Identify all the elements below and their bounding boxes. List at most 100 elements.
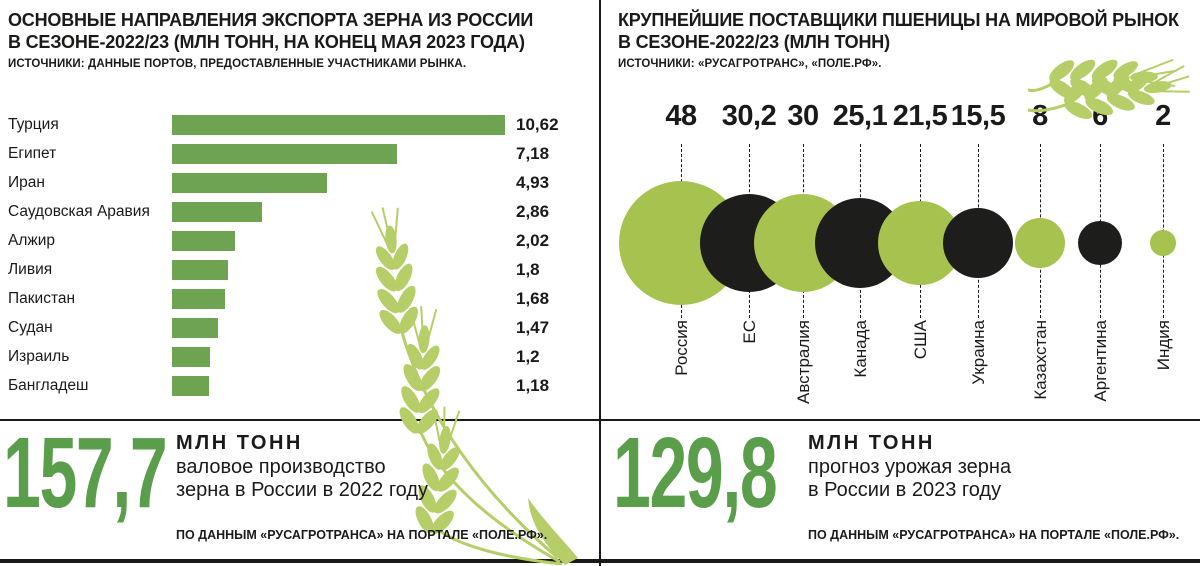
bar-value-label: 1,8 [516, 259, 540, 279]
exports-title-line2: В СЕЗОНЕ-2022/23 (МЛН ТОНН, НА КОНЕЦ МАЯ… [8, 32, 525, 52]
bubble [942, 207, 1014, 279]
suppliers-source-note: ИСТОЧНИКИ: «РУСАГРОТРАНС», «ПОЛЕ.РФ». [618, 58, 882, 70]
exports-title: ОСНОВНЫЕ НАПРАВЛЕНИЯ ЭКСПОРТА ЗЕРНА ИЗ Р… [8, 9, 533, 53]
bar-track [172, 259, 505, 280]
bar-category-label: Египет [8, 144, 57, 162]
bar-value-label: 1,18 [516, 375, 550, 395]
suppliers-footer: 129,8 МЛН ТОНН прогноз урожая зерна в Ро… [601, 417, 1200, 566]
bar-value-label: 2,02 [516, 230, 550, 250]
bubble-country-label: Казахстан [1031, 320, 1050, 400]
bar-row: Израиль 1,2 [8, 342, 592, 371]
bar-category-label: Саудовская Аравия [8, 202, 150, 220]
bar-category-label: Пакистан [8, 289, 76, 307]
bar-row: Ливия 1,8 [8, 255, 592, 284]
suppliers-bubble-chart: 48 Россия 30,2 ЕС 30 Австралия 25,1 Канада 21,5 С… [601, 100, 1200, 420]
bar-category-label: Ливия [8, 260, 53, 278]
bubble-value-label: 30 [787, 100, 819, 132]
bottom-border [0, 559, 1200, 563]
production-description-line2: зерна в России в 2022 году [176, 479, 429, 501]
bar-value-label: 1,68 [516, 288, 550, 308]
forecast-description: прогноз урожая зерна в России в 2023 год… [808, 456, 1011, 502]
production-source-note: ПО ДАННЫМ «РУСАГРОТРАНСА» НА ПОРТАЛЕ «ПО… [176, 528, 548, 542]
bubble-country-label: ЕС [740, 320, 759, 344]
bar [172, 259, 229, 280]
bar-category-label: Судан [8, 318, 53, 336]
forecast-unit-label: МЛН ТОНН [808, 432, 935, 454]
bar-value-label: 1,2 [516, 346, 540, 366]
vertical-divider [599, 0, 601, 566]
bar-category-label: Израиль [8, 347, 70, 365]
bar-track [172, 201, 505, 222]
bar [172, 143, 398, 164]
bubble-country-label: Аргентина [1091, 320, 1110, 402]
production-description-line1: валовое производство [176, 456, 386, 478]
bubble [1014, 217, 1066, 269]
exports-title-line1: ОСНОВНЫЕ НАПРАВЛЕНИЯ ЭКСПОРТА ЗЕРНА ИЗ Р… [8, 10, 534, 30]
production-unit-label: МЛН ТОНН [176, 432, 303, 454]
bar-row: Саудовская Аравия 2,86 [8, 197, 592, 226]
suppliers-header: КРУПНЕЙШИЕ ПОСТАВЩИКИ ПШЕНИЦЫ НА МИРОВОЙ… [618, 9, 1179, 70]
forecast-source-note: ПО ДАННЫМ «РУСАГРОТРАНСА» НА ПОРТАЛЕ «ПО… [808, 528, 1180, 542]
bar-row: Алжир 2,02 [8, 226, 592, 255]
bar-row: Иран 4,93 [8, 168, 592, 197]
suppliers-title: КРУПНЕЙШИЕ ПОСТАВЩИКИ ПШЕНИЦЫ НА МИРОВОЙ… [618, 9, 1179, 53]
bar-row: Египет 7,18 [8, 139, 592, 168]
bubble-value-label: 15,5 [950, 100, 1006, 132]
exports-source-note: ИСТОЧНИКИ: ДАННЫЕ ПОРТОВ, ПРЕДОСТАВЛЕННЫ… [8, 58, 467, 70]
horizontal-divider [0, 419, 1200, 421]
bar-track [172, 288, 505, 309]
bar-row: Судан 1,47 [8, 313, 592, 342]
bar-track [172, 346, 505, 367]
bar-track [172, 143, 505, 164]
bubble [1077, 220, 1123, 266]
bar-value-label: 1,47 [516, 317, 550, 337]
bar [172, 346, 210, 367]
suppliers-title-line1: КРУПНЕЙШИЕ ПОСТАВЩИКИ ПШЕНИЦЫ НА МИРОВОЙ… [618, 10, 1179, 30]
bar [172, 375, 209, 396]
bar-category-label: Иран [8, 173, 45, 191]
bar [172, 172, 327, 193]
exports-header: ОСНОВНЫЕ НАПРАВЛЕНИЯ ЭКСПОРТА ЗЕРНА ИЗ Р… [8, 9, 533, 70]
bar-row: Бангладеш 1,18 [8, 371, 592, 400]
bar-category-label: Алжир [8, 231, 56, 249]
bar-track [172, 230, 505, 251]
exports-footer: 157,7 МЛН ТОНН валовое производство зерн… [0, 417, 600, 566]
bar-track [172, 375, 505, 396]
bar-value-label: 4,93 [516, 172, 550, 192]
bar-row: Турция 10,62 [8, 110, 592, 139]
bar [172, 288, 225, 309]
bubble-country-label: Австралия [794, 320, 813, 404]
exports-panel: ОСНОВНЫЕ НАПРАВЛЕНИЯ ЭКСПОРТА ЗЕРНА ИЗ Р… [0, 9, 600, 566]
export-bar-chart: Турция 10,62 Египет 7,18 Иран 4,93 Саудовская … [8, 110, 592, 400]
bar [172, 317, 219, 338]
bar-track [172, 317, 505, 338]
bubble [1150, 230, 1176, 256]
bar [172, 230, 236, 251]
bubble-country-label: Канада [851, 320, 870, 378]
bar-category-label: Турция [8, 115, 59, 133]
forecast-description-line2: в России в 2023 году [808, 479, 1002, 501]
bar-value-label: 7,18 [516, 143, 550, 163]
bubble-country-label: Россия [672, 320, 691, 376]
bubble-country-label: Индия [1154, 320, 1173, 371]
bar-row: Пакистан 1,68 [8, 284, 592, 313]
bar-track [172, 114, 505, 135]
bar-category-label: Бангладеш [8, 376, 89, 394]
production-description: валовое производство зерна в России в 20… [176, 456, 428, 502]
bubble-value-label: 21,5 [892, 100, 948, 132]
forecast-description-line1: прогноз урожая зерна [808, 456, 1012, 478]
bar [172, 201, 262, 222]
bubble-value-label: 48 [665, 100, 697, 132]
bubble-country-label: Украина [969, 320, 988, 385]
bubble-value-label: 2 [1155, 100, 1171, 132]
bar [172, 114, 505, 135]
forecast-big-number: 129,8 [613, 417, 778, 529]
bar-value-label: 2,86 [516, 201, 550, 221]
bubble-value-label: 25,1 [832, 100, 888, 132]
suppliers-panel: КРУПНЕЙШИЕ ПОСТАВЩИКИ ПШЕНИЦЫ НА МИРОВОЙ… [601, 0, 1200, 566]
suppliers-title-line2: В СЕЗОНЕ-2022/23 (МЛН ТОНН) [618, 32, 890, 52]
bubble-country-label: США [911, 320, 930, 360]
production-big-number: 157,7 [3, 417, 168, 529]
bar-value-label: 10,62 [516, 114, 559, 134]
